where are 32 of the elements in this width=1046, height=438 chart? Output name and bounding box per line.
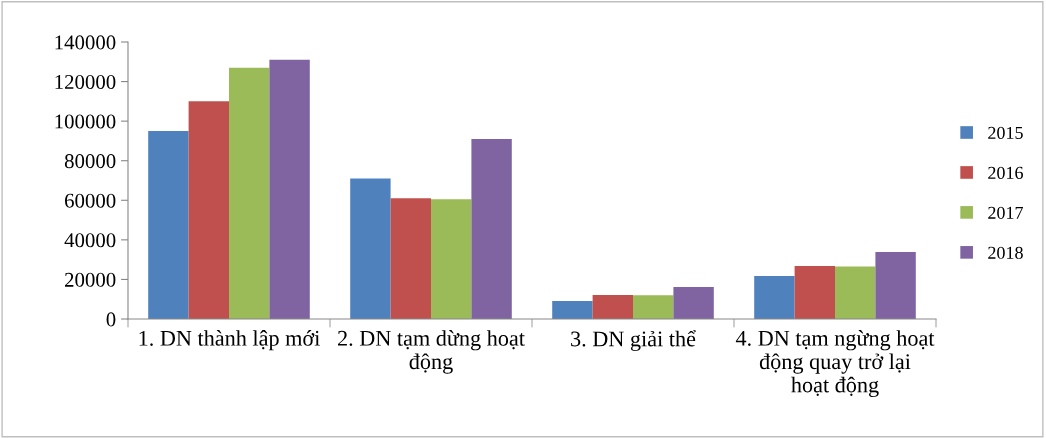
- legend-label: 2016: [988, 166, 1023, 179]
- x-tick-label: 1. DN thành lập mới: [139, 330, 320, 351]
- bar: [633, 295, 674, 319]
- legend-label: 2018: [988, 246, 1023, 259]
- bar: [188, 101, 229, 319]
- x-tick-label: 2. DN tạm dừng hoạt động: [338, 330, 525, 374]
- x-tick-label: 3. DN giải thể: [571, 330, 696, 352]
- bar: [875, 251, 916, 319]
- y-tick-label: 100000: [55, 114, 116, 129]
- x-tick-label: 4. DN tạm ngừng hoạt động quay trở lại hoạt động: [735, 330, 935, 398]
- legend-label: 2015: [988, 126, 1023, 139]
- bar: [552, 301, 593, 319]
- bar: [471, 138, 512, 319]
- bar: [673, 286, 714, 319]
- bar: [390, 198, 431, 319]
- bar: [350, 178, 391, 319]
- bar: [794, 265, 835, 319]
- y-tick-label: 60000: [65, 193, 116, 208]
- bar: [592, 295, 633, 319]
- bar: [229, 67, 270, 319]
- bar: [269, 59, 310, 319]
- bar: [835, 266, 876, 319]
- legend-label: 2017: [988, 206, 1024, 219]
- y-tick-label: 20000: [65, 272, 116, 287]
- y-tick-label: 140000: [55, 35, 116, 50]
- y-tick-label: 40000: [64, 233, 116, 248]
- y-tick-label: 120000: [55, 74, 116, 89]
- bar: [754, 276, 795, 319]
- bar: [431, 199, 472, 319]
- y-tick-label: 80000: [64, 154, 116, 169]
- y-tick-label: 0: [106, 312, 116, 327]
- bar: [148, 131, 189, 319]
